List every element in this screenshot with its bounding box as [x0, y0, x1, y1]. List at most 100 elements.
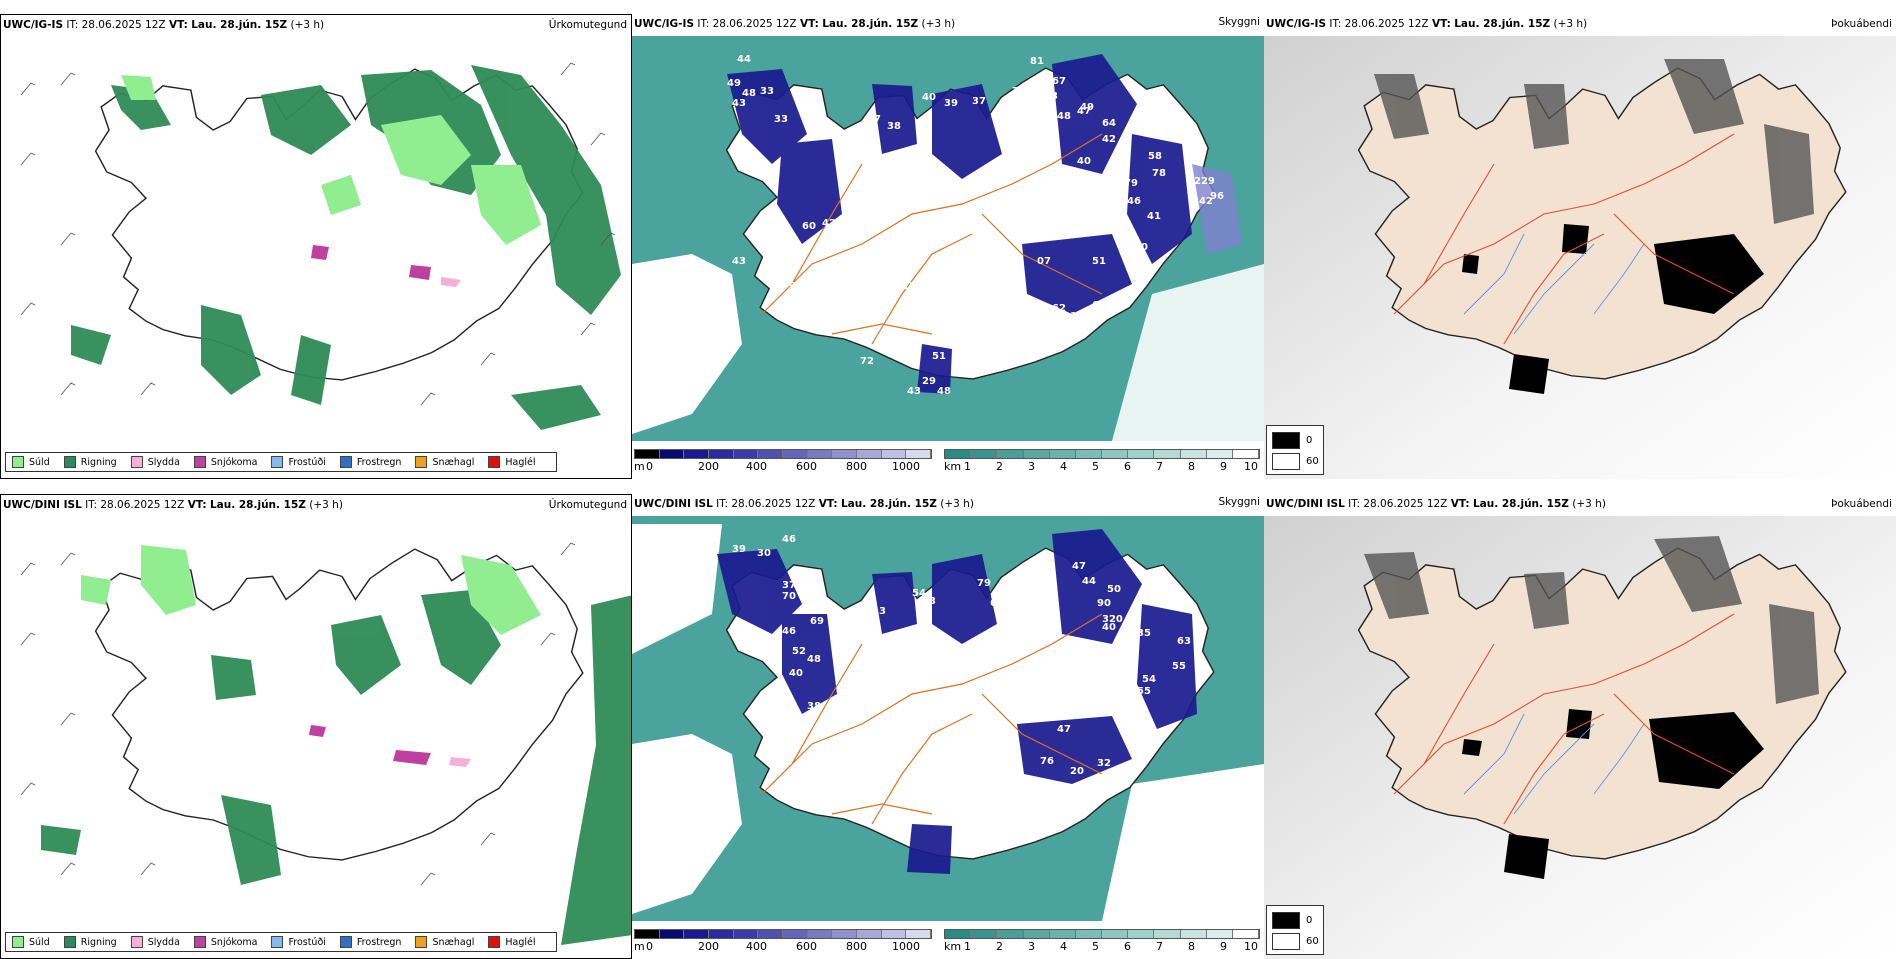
visibility-value-label: 67	[1052, 76, 1066, 87]
visibility-value-label: 48	[742, 88, 756, 99]
visibility-value-label: 50	[1134, 242, 1148, 253]
visibility-value-label: 30	[757, 548, 771, 559]
visibility-value-label: 40	[1102, 622, 1116, 633]
visibility-value-label: 79	[782, 281, 796, 292]
visibility-value-label: 41	[782, 268, 796, 279]
fog-swatch-60	[1272, 453, 1300, 470]
visibility-value-label: 39	[944, 98, 958, 109]
visibility-value-label: 64	[1102, 118, 1116, 129]
legend-item: Slydda	[130, 456, 180, 468]
roads	[761, 133, 1103, 345]
fog-rivers	[1463, 233, 1645, 335]
visibility-value-label: 46	[1117, 146, 1131, 157]
legend-item: Snæhagl	[415, 456, 474, 468]
visibility-value-label: 56	[992, 246, 1006, 257]
fog-legend-bottom: 0 60	[1266, 905, 1324, 955]
visibility-value-label: 55	[1172, 661, 1186, 672]
visibility-value-label: 73	[812, 276, 826, 287]
visibility-value-label: 42	[1102, 134, 1116, 145]
precip-title-bottom: UWC/DINI ISL IT: 28.06.2025 12Z VT: Lau.…	[3, 499, 343, 511]
visibility-value-label: 47	[1072, 561, 1086, 572]
fog-panel-top: UWC/IG-IS IT: 28.06.2025 12Z VT: Lau. 28…	[1264, 14, 1896, 479]
visibility-value-label: 33	[774, 114, 788, 125]
visibility-value-label: 40	[789, 668, 803, 679]
fog-title-bottom: UWC/DINI ISL IT: 28.06.2025 12Z VT: Lau.…	[1266, 498, 1606, 510]
precip-product-bottom: Úrkomutegund	[548, 499, 627, 511]
legend-item: Frostregn	[339, 456, 401, 468]
fog-product-top: Þokuábendi	[1831, 18, 1892, 30]
precip-title-top: UWC/IG-IS IT: 28.06.2025 12Z VT: Lau. 28…	[3, 19, 325, 31]
visibility-value-label: 78	[1152, 168, 1166, 179]
precip-drizzle-areas	[81, 545, 541, 635]
visibility-title-top: UWC/IG-IS IT: 28.06.2025 12Z VT: Lau. 28…	[634, 18, 956, 30]
visibility-value-label: 35	[1137, 628, 1151, 639]
visibility-value-label: 46	[782, 534, 796, 545]
legend-swatch	[130, 936, 143, 948]
visibility-value-label: 37	[782, 580, 796, 591]
visibility-value-label: 84	[1134, 268, 1148, 279]
legend-item: Haglél	[488, 936, 536, 948]
visibility-value-label: 81	[1030, 56, 1044, 67]
fog-swatch-0	[1272, 432, 1300, 449]
visibility-value-label: 51	[1042, 570, 1056, 581]
precip-map-top	[1, 15, 631, 478]
legend-swatch	[12, 456, 24, 468]
visibility-value-label: 46	[782, 626, 796, 637]
visibility-value-label: 79	[782, 241, 796, 252]
visibility-panel-top: 44 49 48 33 43 33 47 38 40 39 37 45 71 81 67 53 47 48 49 64…	[632, 14, 1264, 479]
precip-drizzle-areas	[121, 75, 541, 245]
visibility-value-label: 48	[807, 654, 821, 665]
visibility-product-bottom: Skyggni	[1218, 496, 1261, 508]
legend-swatch	[63, 936, 76, 948]
legend-item: Haglél	[488, 456, 536, 468]
visibility-value-label: 46	[752, 636, 766, 647]
height-colorbar-top: m 0 200 400 600 800 1000	[634, 449, 934, 477]
visibility-value-label: 12	[902, 281, 916, 292]
visibility-value-label: 43	[907, 386, 921, 397]
legend-item: Rigning	[63, 456, 117, 468]
visibility-colorbar-bar	[944, 449, 1260, 459]
visibility-value-label: 35	[1132, 754, 1146, 765]
fog-swatch-0	[1272, 912, 1300, 929]
fog-dark-areas	[1364, 536, 1819, 704]
visibility-value-label: 244	[837, 234, 858, 245]
visibility-value-label: 07	[1037, 256, 1051, 267]
visibility-value-label: 71	[1012, 86, 1026, 97]
legend-item: Rigning	[63, 936, 117, 948]
height-colorbar-bottom: m 0 200 400 600 800 1000	[634, 929, 934, 957]
low-cloud-areas	[717, 529, 1197, 874]
legend-swatch	[488, 456, 501, 468]
visibility-value-label: 53	[704, 546, 718, 557]
visibility-value-label: 58	[1148, 151, 1162, 162]
visibility-colorbar-bottom: km 1 2 3 4 5 6 7 8 9 10	[944, 929, 1262, 957]
low-cloud-areas	[727, 54, 1192, 394]
legend-swatch	[271, 456, 284, 468]
fog-roads	[1393, 613, 1735, 825]
visibility-panel-bottom: 46 53 39 30 37 37 70 69 46 46 52 48 40 38 43 54 83 79 64 51…	[632, 494, 1264, 959]
visibility-value-label: 76	[1040, 756, 1054, 767]
visibility-value-label: 52	[792, 646, 806, 657]
legend-swatch	[488, 936, 501, 948]
height-colorbar-bar	[634, 449, 932, 459]
precip-snow-areas	[309, 725, 471, 767]
visibility-value-label: 229	[1194, 176, 1215, 187]
visibility-value-label: 49	[727, 78, 741, 89]
visibility-value-label: 64	[990, 598, 1004, 609]
precip-legend-bottom: Súld Rigning Slydda Snjókoma Frostúði Fr…	[5, 932, 557, 952]
visibility-value-label: 72	[860, 356, 874, 367]
visibility-value-label: 45	[1002, 94, 1016, 105]
legend-item: Slydda	[130, 936, 180, 948]
precip-panel-bottom: UWC/DINI ISL IT: 28.06.2025 12Z VT: Lau.…	[0, 494, 632, 959]
visibility-value-label: 40	[922, 92, 936, 103]
visibility-value-label: 69	[810, 616, 824, 627]
legend-swatch	[12, 936, 24, 948]
roads	[761, 613, 1103, 825]
visibility-title-bottom: UWC/DINI ISL IT: 28.06.2025 12Z VT: Lau.…	[634, 498, 974, 510]
visibility-value-label: 47	[1077, 106, 1091, 117]
visibility-value-label: 40	[857, 336, 871, 347]
visibility-value-label: 79	[1124, 178, 1138, 189]
legend-item: Snjókoma	[193, 936, 257, 948]
wind-barbs	[20, 62, 616, 406]
visibility-value-label: 47	[1057, 724, 1071, 735]
